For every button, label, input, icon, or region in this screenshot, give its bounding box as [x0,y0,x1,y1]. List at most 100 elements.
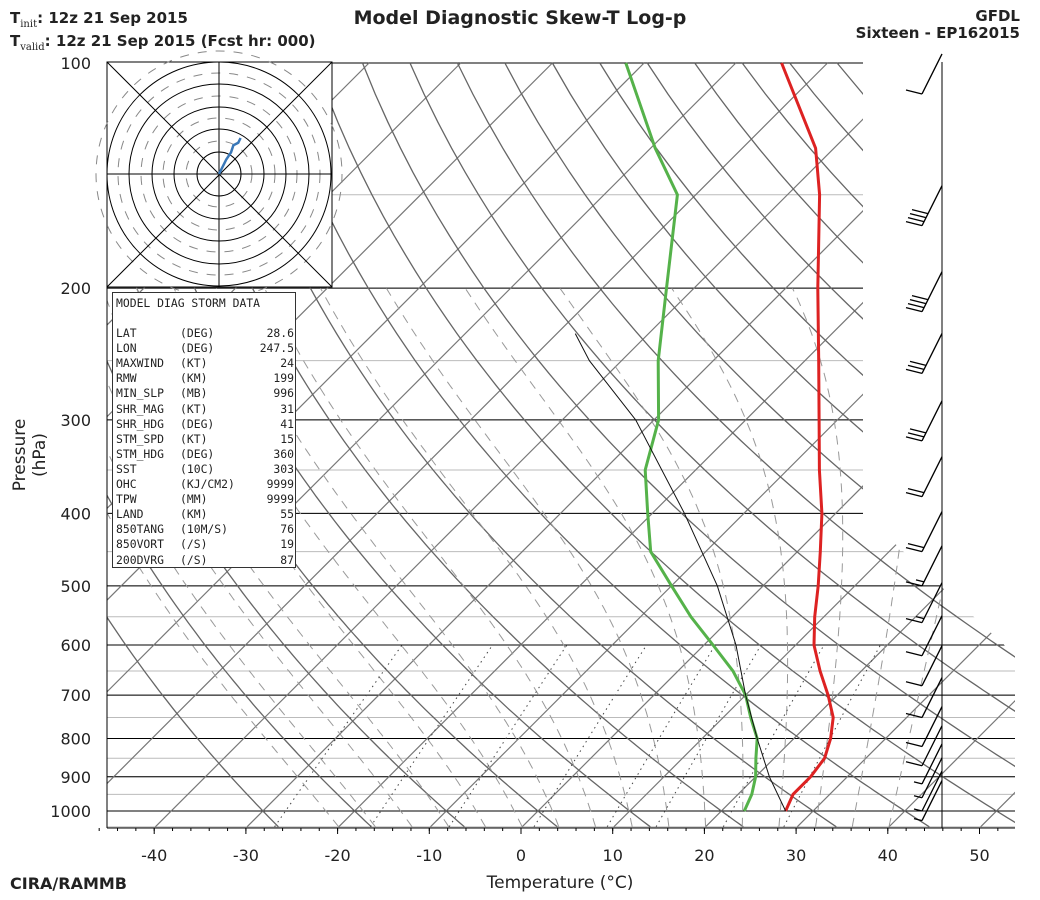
row-unit: (KT) [180,431,208,446]
isotherm [705,62,1015,828]
storm-data-row: SHR_MAG (KT) 31 [116,402,295,417]
y-axis-label: Pressure (hPa) [10,418,50,492]
dry-adiabat [646,62,1015,828]
wind-barb-shaft [921,456,943,497]
row-name: SHR_HDG [116,416,165,431]
wind-barb-shaft [921,757,943,799]
hodograph-ring-dashed [95,50,343,298]
row-name: LAND [116,507,144,522]
row-unit: (KM) [180,507,208,522]
mixing-ratio-line [533,644,647,828]
mixing-ratio-line [369,644,493,828]
isotherm [154,62,920,828]
storm-data-heading: MODEL DIAG STORM DATA [116,296,261,310]
y-tick-label: 900 [60,768,91,787]
storm-data-row: RMW (KM) 199 [116,371,295,386]
dry-adiabat [979,62,1015,828]
wind-barb-flag [905,89,923,95]
wind-barb-shaft [921,706,943,747]
wind-barb [905,511,943,553]
row-name: STM_HDG [116,446,165,461]
row-value: 31 [280,401,294,416]
row-unit: (KT) [180,401,208,416]
dry-adiabat [694,62,1015,828]
row-value: 15 [280,431,294,446]
row-unit: (DEG) [180,341,215,356]
wind-barb [905,645,943,687]
x-tick-label: -10 [416,846,442,865]
moist-adiabat [559,287,744,827]
storm-data-row: STM_SPD (KT) 15 [116,432,295,447]
moist-adiabat [671,287,789,827]
x-tick-label: 40 [878,846,898,865]
isotherm [107,62,462,828]
wind-barb [913,780,943,822]
storm-data-row: LON (DEG) 247.5 [116,341,295,356]
row-name: MIN_SLP [116,386,165,401]
wind-barb-flag [905,221,923,227]
wind-barb-flag [907,303,925,309]
dry-adiabat [551,62,1015,828]
row-value: 303 [273,461,294,476]
row-unit: (DEG) [180,416,215,431]
mixing-ratio-line [722,644,825,828]
wind-barb-flag [909,299,927,305]
row-value: 28.6 [266,326,294,341]
dry-adiabat [219,62,837,828]
row-name: RMW [116,371,137,386]
storm-data-row: MAXWIND (KT) 24 [116,356,295,371]
isotherm [430,62,1015,828]
dry-adiabat [107,62,279,828]
dry-adiabat [456,62,1015,828]
wind-barb-half [913,817,923,822]
wind-barb-shaft [921,582,943,623]
model-name: GFDL [975,7,1020,25]
wind-barb [905,615,943,657]
row-unit: (/S) [180,552,208,567]
valid-time: Tvalid: 12z 21 Sep 2015 (Fcst hr: 000) [10,32,316,53]
row-value: 24 [280,356,294,371]
row-name: SST [116,461,137,476]
y-tick-label: 400 [60,504,91,523]
wind-barb [905,333,943,375]
hodograph-trace [217,137,242,175]
dry-adiabat [1027,63,1040,827]
wind-barb-flag [905,492,923,498]
storm-data-row: 850TANG (10M/S) 76 [116,522,295,537]
row-name: 200DVRG [116,552,165,567]
wind-barb-shaft [921,743,943,785]
y-tick-label: 200 [60,279,91,298]
row-unit: (KM) [180,371,208,386]
wind-barb-flag [909,360,927,367]
row-unit: (10M/S) [180,522,229,537]
wind-barb-half [915,616,925,620]
mixing-ratio-line [655,644,762,828]
row-value: 87 [280,552,294,567]
row-unit: (KT) [180,356,208,371]
dry-adiabat [931,62,1015,828]
row-name: OHC [116,477,137,492]
row-name: TPW [116,492,137,507]
wind-barb [905,545,943,587]
wind-barb-flag [907,542,925,549]
x-tick-label: 20 [694,846,714,865]
temperature-profile [780,62,835,812]
dry-adiabat [361,62,1015,828]
wind-barb-shaft [921,333,943,374]
wind-barb-flag [911,209,929,215]
hodograph [95,50,343,298]
row-value: 55 [280,507,294,522]
wind-barb [905,456,943,498]
storm-name: Sixteen - EP162015 [855,24,1020,42]
mixing-ratio-line [606,644,716,828]
wind-barb-shaft [921,511,943,552]
wind-barb-shaft [921,725,943,767]
isotherm [107,62,828,828]
moist-adiabat [107,288,340,828]
row-value: 199 [273,371,294,386]
row-unit: (MM) [180,492,208,507]
wind-barb-shaft [921,185,943,226]
storm-data-box: MODEL DIAG STORM DATA LAT (DEG) 28.6 LON (DE… [112,292,296,568]
wind-barb-flag [905,618,923,624]
storm-data-row: 850VORT (/S) 19 [116,537,295,552]
